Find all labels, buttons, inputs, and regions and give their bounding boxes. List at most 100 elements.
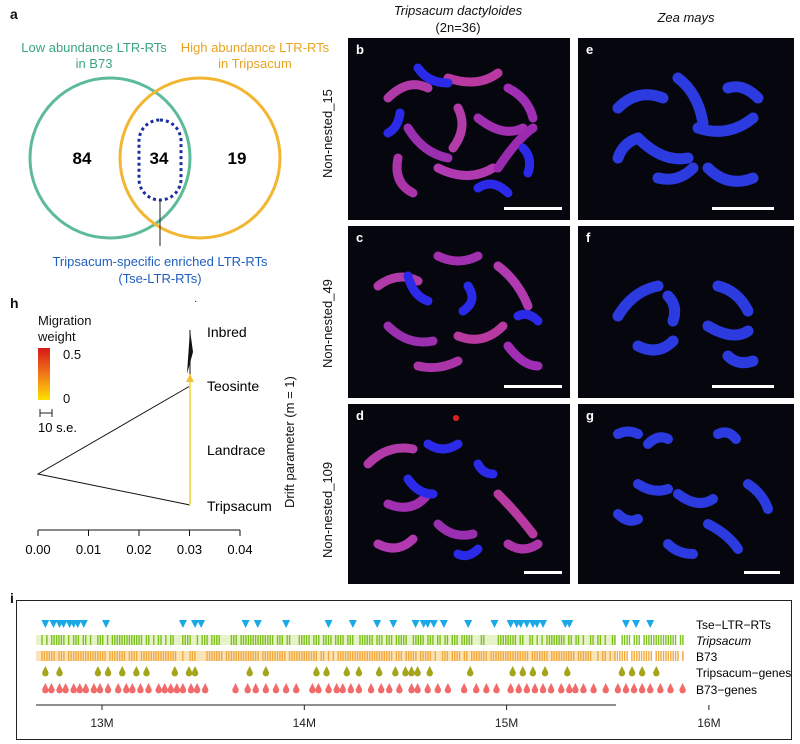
- tripsacum-gene-marker: [519, 666, 526, 677]
- scale-bar-e: [712, 207, 774, 210]
- chromosome: [458, 281, 477, 316]
- chromosome: [473, 179, 513, 198]
- tripsacum-bar: [657, 635, 660, 645]
- micrograph-f-image: [612, 280, 759, 369]
- tripsacum-bar: [536, 635, 538, 645]
- tripsacum-bar: [335, 635, 337, 645]
- b73-bar: [327, 651, 330, 661]
- b73-bar: [568, 651, 570, 661]
- micrograph-b-image: [383, 63, 538, 198]
- b73-bar: [621, 651, 623, 661]
- chromosome: [403, 474, 438, 499]
- tse-marker: [373, 620, 382, 628]
- b73-gene-marker: [523, 683, 531, 694]
- b73-bar: [565, 651, 568, 661]
- scale-bar-f: [712, 385, 774, 388]
- tripsacum-bar: [85, 635, 87, 645]
- drift-axis-ticks: [37, 530, 241, 536]
- tripsacum-bar: [653, 635, 655, 645]
- b73-bar: [633, 651, 635, 661]
- se-scale-label: 10 s.e.: [38, 420, 77, 435]
- tse-marker: [191, 620, 200, 628]
- b73-bar: [395, 651, 398, 661]
- b73-track-base: [36, 651, 616, 661]
- chromosome: [692, 112, 759, 137]
- b73-bar: [167, 651, 169, 661]
- tripsacum-gene-marker: [262, 666, 270, 677]
- chromosome: [383, 108, 405, 138]
- b73-bar: [254, 651, 257, 661]
- tripsacum-bar: [599, 635, 602, 645]
- chromosome: [513, 309, 543, 326]
- b73-gene-marker: [42, 683, 49, 694]
- tripsacum-bar: [264, 635, 266, 645]
- tripsacum-bar: [58, 635, 60, 645]
- b73-bar: [497, 651, 500, 661]
- b73-bar: [48, 651, 50, 661]
- migration-legend-min: 0: [63, 391, 71, 406]
- b73-bar: [267, 651, 269, 661]
- tripsacum-bar: [140, 635, 143, 645]
- scale-bar-c: [504, 385, 562, 388]
- b73-bar: [213, 651, 216, 661]
- tripsacum-bar: [505, 635, 507, 645]
- b73-gene-marker: [232, 683, 239, 694]
- b73-bar: [657, 651, 660, 661]
- tripsacum-bar: [201, 635, 203, 645]
- tripsacum-bar: [106, 635, 109, 645]
- b73-bar: [420, 651, 422, 661]
- col1-title-chromosomes: (2n=36): [435, 20, 481, 35]
- tripsacum-bar: [390, 635, 393, 645]
- tripsacum-gene-marker: [143, 666, 150, 677]
- b73-bar: [556, 651, 558, 661]
- b73-bar: [281, 651, 283, 661]
- tripsacum-bar: [512, 635, 514, 645]
- chromosome: [413, 356, 463, 373]
- chromosome: [663, 539, 698, 559]
- b73-gene-marker: [460, 683, 468, 694]
- b73-bar: [206, 651, 208, 661]
- b73-bar: [72, 651, 75, 661]
- tripsacum-bar: [327, 635, 330, 645]
- tse-marker: [516, 620, 525, 628]
- b73-gene-marker: [434, 683, 442, 694]
- tripsacum-bar: [415, 635, 417, 645]
- b73-bar: [388, 651, 390, 661]
- chromosome: [632, 335, 679, 356]
- b73-bar: [182, 651, 184, 661]
- tripsacum-gene-marker: [564, 666, 571, 677]
- tripsacum-bar: [111, 635, 114, 645]
- track-label-tripsacum: Tripsacum: [696, 634, 751, 648]
- b73-bar: [356, 651, 359, 661]
- micrograph-g-image: [613, 426, 773, 559]
- b73-bar: [543, 651, 546, 661]
- b73-bar: [602, 651, 604, 661]
- tripsacum-bar: [451, 635, 453, 645]
- b73-bar: [320, 651, 322, 661]
- tripsacum-bar: [682, 635, 684, 645]
- chromosome: [713, 427, 741, 444]
- b73-bar: [645, 651, 648, 661]
- chromosome: [612, 132, 644, 164]
- b73-bar: [674, 651, 677, 661]
- tripsacum-bar: [531, 635, 534, 645]
- b73-bar: [191, 651, 194, 661]
- tripsacum-bar: [662, 635, 665, 645]
- tripsacum-bar: [315, 635, 317, 645]
- drift-axis-label: Drift parameter (m = 1): [282, 376, 297, 508]
- b73-bar: [383, 651, 385, 661]
- genome-axis-tick-label: 15M: [495, 716, 518, 730]
- b73-bar: [369, 651, 371, 661]
- b73-bar: [631, 651, 633, 661]
- b73-bar: [458, 651, 461, 661]
- b73-bar: [339, 651, 342, 661]
- b73-bar: [386, 651, 388, 661]
- tripsacum-bar: [667, 635, 669, 645]
- chromosome: [632, 132, 694, 165]
- panel-e-letter: e: [586, 42, 594, 57]
- b73-gene-marker: [187, 683, 195, 694]
- tripsacum-bar: [298, 635, 300, 645]
- tse-marker: [464, 620, 473, 628]
- b73-bar: [99, 651, 101, 661]
- b73-bar: [563, 651, 565, 661]
